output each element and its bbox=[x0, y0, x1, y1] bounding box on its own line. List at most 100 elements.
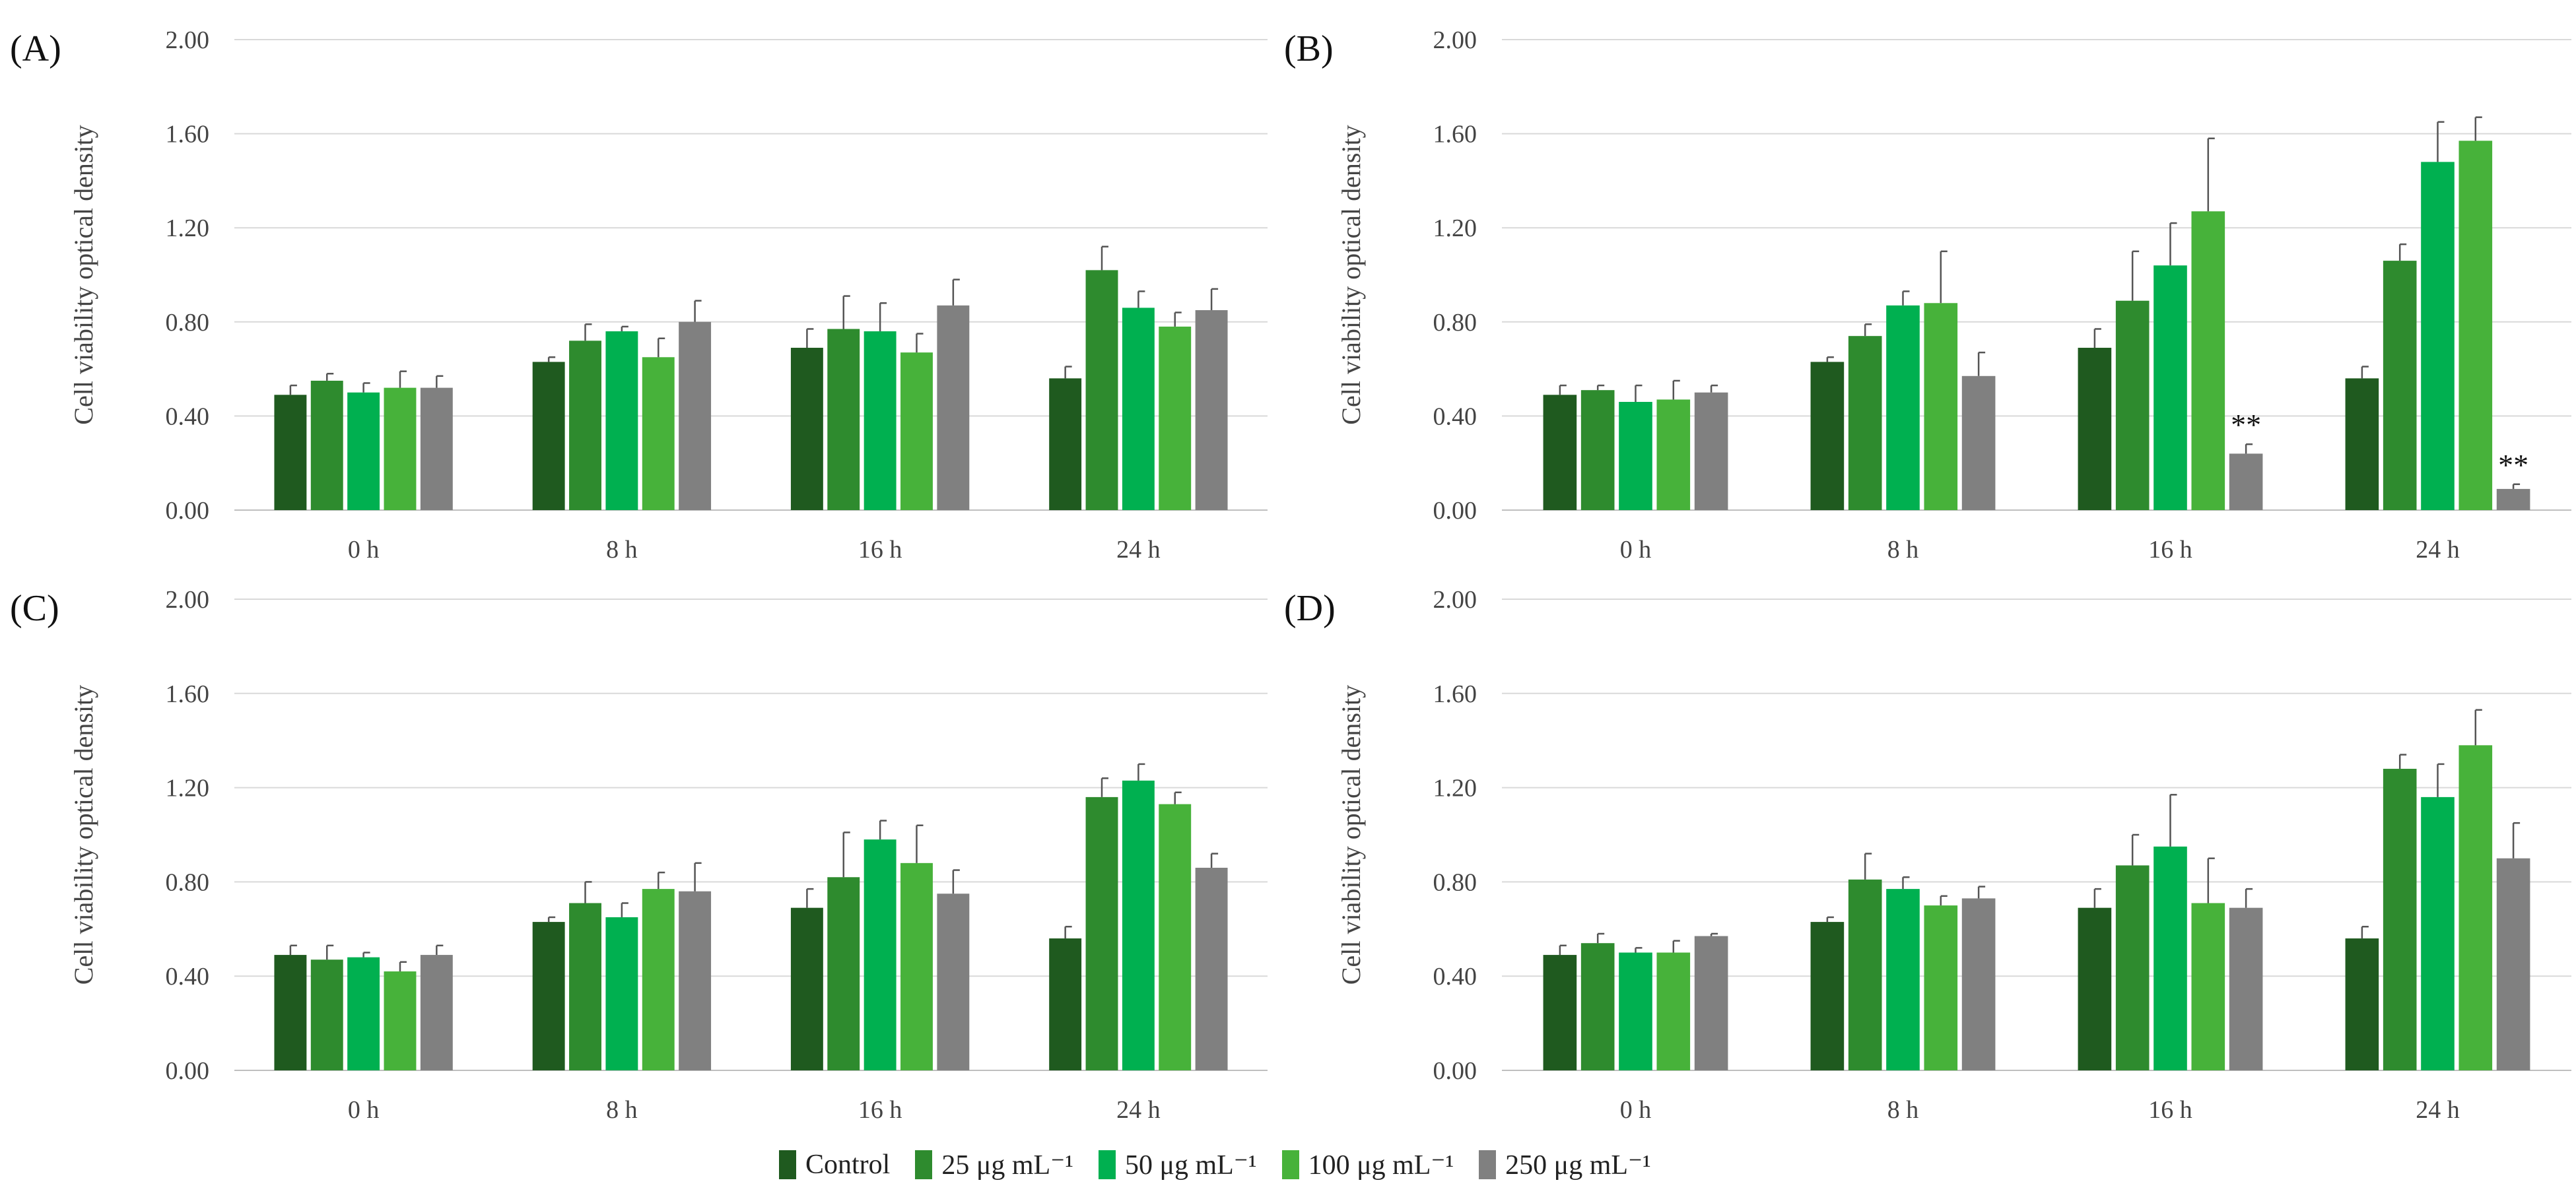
legend-swatch bbox=[1098, 1150, 1116, 1179]
legend-label: 25 μg mL⁻¹ bbox=[941, 1150, 1073, 1181]
bar bbox=[679, 321, 712, 510]
panel-label: (A) bbox=[10, 28, 61, 69]
y-tick-label: 0.00 bbox=[166, 1057, 210, 1085]
bar bbox=[1049, 378, 1082, 510]
bar bbox=[1886, 889, 1920, 1070]
bar bbox=[1656, 399, 1691, 510]
chart-panel: 0.00 0.40 0.80 1.20 1.60 2.00 Cell viability o… bbox=[1284, 586, 2571, 1124]
bar bbox=[420, 955, 453, 1070]
x-tick-label: 0 h bbox=[348, 536, 380, 564]
bar bbox=[2153, 265, 2187, 510]
bar bbox=[1122, 780, 1155, 1070]
bar bbox=[864, 331, 897, 510]
bar bbox=[310, 959, 343, 1070]
x-tick-label: 16 h bbox=[858, 1096, 902, 1124]
y-tick-label: 1.20 bbox=[1433, 214, 1477, 242]
bar bbox=[2229, 453, 2263, 510]
bar bbox=[642, 357, 675, 510]
bar bbox=[384, 971, 417, 1070]
y-tick-label: 2.00 bbox=[1433, 26, 1477, 54]
bar bbox=[937, 894, 970, 1070]
bar bbox=[1810, 922, 1845, 1070]
x-tick-label: 16 h bbox=[858, 536, 902, 564]
bar bbox=[1694, 392, 1728, 510]
y-tick-label: 0.40 bbox=[166, 963, 210, 991]
bar bbox=[864, 839, 897, 1070]
bar bbox=[2345, 378, 2379, 510]
bar bbox=[1049, 938, 1082, 1070]
bar bbox=[1694, 936, 1728, 1070]
bar bbox=[569, 903, 601, 1070]
bar bbox=[2078, 348, 2112, 510]
bar bbox=[1122, 308, 1155, 510]
bar bbox=[1961, 898, 1996, 1070]
y-tick-label: 0.00 bbox=[166, 497, 210, 525]
panel-label: (B) bbox=[1284, 28, 1334, 69]
bar bbox=[2115, 300, 2150, 510]
bar bbox=[1085, 270, 1118, 510]
bar bbox=[384, 387, 417, 510]
bar bbox=[1580, 390, 1615, 510]
bar bbox=[1195, 309, 1228, 510]
y-axis-label: Cell viability optical density bbox=[1336, 125, 1366, 424]
legend-label: 100 μg mL⁻¹ bbox=[1308, 1150, 1454, 1181]
bar bbox=[1580, 943, 1615, 1070]
significance-marker: ** bbox=[2498, 448, 2528, 482]
bar bbox=[2115, 865, 2150, 1070]
bar bbox=[2078, 907, 2112, 1070]
bar bbox=[605, 917, 638, 1070]
bar bbox=[2383, 769, 2417, 1070]
y-tick-label: 0.00 bbox=[1433, 497, 1477, 525]
y-tick-label: 2.00 bbox=[166, 26, 210, 54]
bar bbox=[420, 387, 453, 510]
y-tick-label: 2.00 bbox=[166, 586, 210, 614]
legend-item: 100 μg mL⁻¹ bbox=[1281, 1148, 1454, 1181]
y-axis-label: Cell viability optical density bbox=[1336, 685, 1366, 985]
bar bbox=[1619, 402, 1652, 510]
x-tick-label: 0 h bbox=[1620, 1096, 1652, 1124]
y-tick-label: 1.60 bbox=[166, 680, 210, 708]
bar bbox=[310, 380, 343, 510]
x-tick-label: 0 h bbox=[1620, 536, 1652, 564]
bar bbox=[1886, 305, 1920, 510]
x-tick-label: 8 h bbox=[1887, 1096, 1919, 1124]
bar bbox=[679, 891, 712, 1070]
bar bbox=[1619, 952, 1652, 1070]
bar bbox=[1848, 879, 1882, 1070]
chart-panel: 0.00 0.40 0.80 1.20 1.60 2.00 Cell viability o… bbox=[10, 26, 1268, 564]
bar bbox=[790, 907, 823, 1070]
legend-label: Control bbox=[805, 1150, 891, 1180]
bar bbox=[569, 341, 601, 510]
bar bbox=[2153, 846, 2187, 1070]
bar bbox=[532, 362, 565, 510]
bar bbox=[900, 862, 933, 1070]
y-tick-label: 0.40 bbox=[1433, 963, 1477, 991]
bar bbox=[937, 305, 970, 510]
x-tick-label: 24 h bbox=[2416, 1096, 2460, 1124]
bar bbox=[2191, 211, 2225, 510]
legend-label: 50 μg mL⁻¹ bbox=[1124, 1150, 1257, 1181]
bar bbox=[1159, 804, 1192, 1070]
y-tick-label: 0.00 bbox=[1433, 1057, 1477, 1085]
y-tick-label: 1.60 bbox=[166, 121, 210, 148]
bar bbox=[605, 331, 638, 510]
y-tick-label: 1.20 bbox=[166, 214, 210, 242]
panel-label: (D) bbox=[1284, 588, 1336, 629]
bar bbox=[1961, 375, 1996, 510]
x-tick-label: 8 h bbox=[606, 536, 638, 564]
y-tick-label: 0.80 bbox=[1433, 309, 1477, 337]
bar bbox=[274, 395, 307, 510]
y-tick-label: 1.60 bbox=[1433, 121, 1477, 148]
bar bbox=[1810, 362, 1845, 510]
legend-item: 25 μg mL⁻¹ bbox=[915, 1148, 1073, 1181]
bar bbox=[1848, 336, 1882, 510]
y-axis-label: Cell viability optical density bbox=[69, 685, 98, 985]
bar bbox=[2458, 745, 2493, 1070]
bar bbox=[2421, 162, 2455, 510]
bar bbox=[642, 889, 675, 1070]
y-axis-label: Cell viability optical density bbox=[69, 125, 98, 424]
legend: Control 25 μg mL⁻¹ 50 μg mL⁻¹ 100 μg mL⁻¹ 25… bbox=[779, 1142, 1651, 1188]
x-tick-label: 16 h bbox=[2148, 1096, 2192, 1124]
legend-swatch bbox=[915, 1150, 933, 1179]
